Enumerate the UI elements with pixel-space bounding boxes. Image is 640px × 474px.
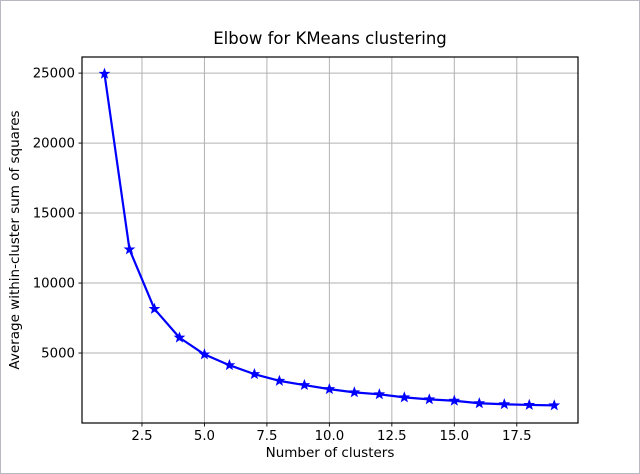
data-point-marker: [548, 399, 561, 411]
data-point-marker: [448, 394, 461, 406]
y-tick-label: 10000: [33, 277, 75, 292]
data-point-marker: [348, 386, 361, 398]
data-point-marker: [398, 391, 411, 403]
y-tick-label: 20000: [33, 137, 75, 152]
x-tick-label: 17.5: [502, 429, 532, 444]
chart-title: Elbow for KMeans clustering: [213, 29, 447, 48]
x-tick-label: 7.5: [256, 429, 277, 444]
y-axis-label: Average within-cluster sum of squares: [7, 110, 23, 370]
data-point-marker: [148, 302, 161, 314]
data-point-marker: [498, 398, 511, 410]
data-point-marker: [523, 398, 536, 410]
x-tick-label: 5.0: [194, 429, 215, 444]
y-tick-label: 25000: [33, 67, 75, 82]
data-point-marker: [223, 359, 236, 371]
data-point-marker: [373, 388, 386, 400]
x-axis-label: Number of clusters: [265, 445, 395, 461]
y-tick-label: 15000: [33, 207, 75, 222]
data-point-marker: [273, 374, 286, 386]
axes-frame: [81, 56, 579, 424]
x-tick-label: 15.0: [440, 429, 470, 444]
data-point-marker: [123, 243, 136, 255]
x-tick-label: 2.5: [131, 429, 152, 444]
data-point-marker: [323, 382, 336, 395]
x-tick-label: 10.0: [315, 429, 345, 444]
data-point-marker: [298, 378, 311, 391]
data-point-marker: [248, 368, 261, 380]
data-point-marker: [473, 397, 486, 409]
data-point-marker: [423, 393, 436, 405]
data-point-marker: [98, 67, 111, 79]
data-point-marker: [198, 348, 211, 360]
y-tick-label: 5000: [41, 347, 75, 362]
x-tick-label: 12.5: [377, 429, 407, 444]
data-point-marker: [173, 331, 186, 343]
